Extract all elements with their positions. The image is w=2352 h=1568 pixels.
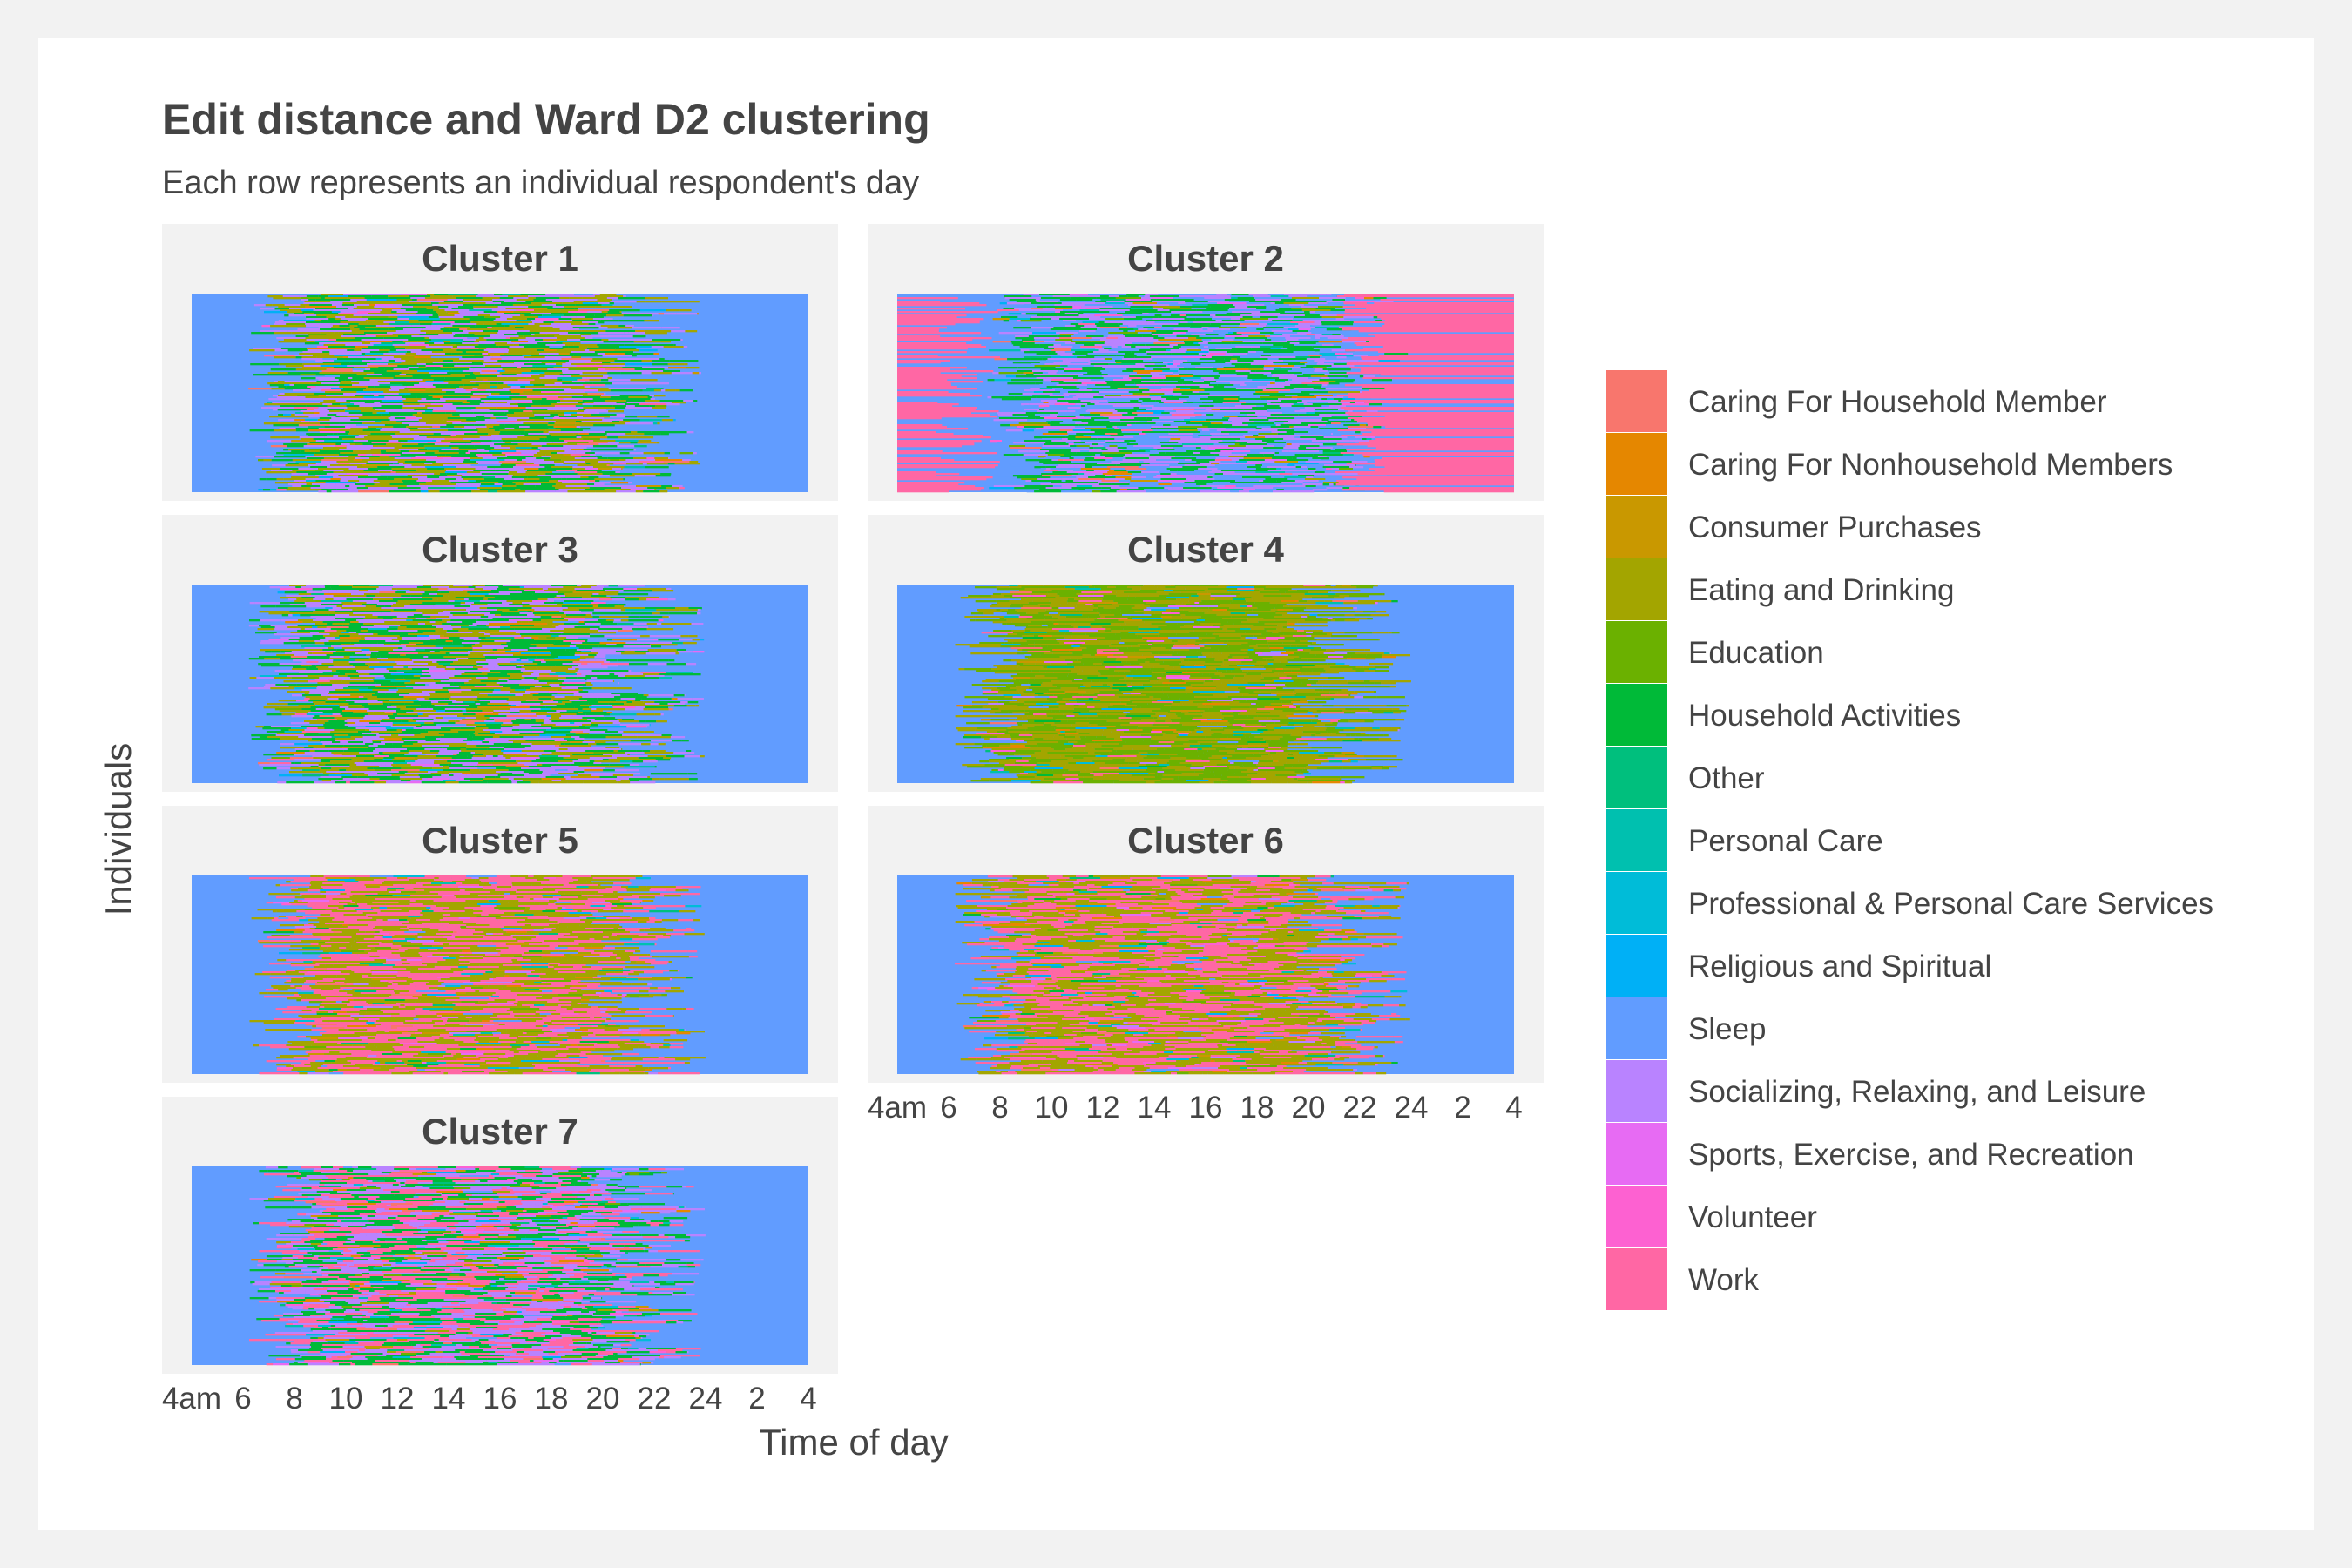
sequence-rows xyxy=(249,1166,706,1366)
legend-key xyxy=(1606,1060,1667,1122)
x-tick-label: 18 xyxy=(535,1382,569,1416)
legend-key xyxy=(1606,496,1667,558)
sequence-rows xyxy=(248,585,705,784)
legend-label: Household Activities xyxy=(1688,699,1961,733)
legend-key xyxy=(1606,1186,1667,1247)
legend-key xyxy=(1606,1123,1667,1185)
legend-key xyxy=(1606,997,1667,1059)
x-tick-label: 20 xyxy=(1292,1091,1326,1125)
x-tick-label: 8 xyxy=(286,1382,302,1416)
legend-label: Personal Care xyxy=(1688,824,1883,858)
x-tick-label: 4am xyxy=(868,1091,927,1125)
legend-key xyxy=(1606,370,1667,432)
cluster-panel: Cluster 3 xyxy=(162,515,838,792)
legend-key xyxy=(1606,558,1667,620)
x-tick-label: 22 xyxy=(638,1382,672,1416)
x-tick-label: 6 xyxy=(940,1091,956,1125)
y-axis-label: Individuals xyxy=(98,743,139,916)
x-tick-label: 8 xyxy=(991,1091,1008,1125)
panel-title: Cluster 3 xyxy=(422,529,578,570)
legend-label: Professional & Personal Care Services xyxy=(1688,887,2213,921)
legend-label: Other xyxy=(1688,761,1765,795)
legend-label: Socializing, Relaxing, and Leisure xyxy=(1688,1075,2146,1109)
x-tick-label: 10 xyxy=(329,1382,363,1416)
legend-label: Caring For Nonhousehold Members xyxy=(1688,448,2173,482)
legend-label: Religious and Spiritual xyxy=(1688,950,1991,983)
legend-key xyxy=(1606,872,1667,934)
x-tick-label: 10 xyxy=(1035,1091,1069,1125)
legend-key xyxy=(1606,935,1667,997)
legend-key xyxy=(1606,684,1667,746)
panel-title: Cluster 7 xyxy=(422,1111,578,1152)
x-tick-label: 24 xyxy=(1395,1091,1429,1125)
panel-title: Cluster 2 xyxy=(1127,238,1284,279)
x-tick-label: 4am xyxy=(162,1382,221,1416)
chart-title: Edit distance and Ward D2 clustering xyxy=(162,95,930,144)
x-tick-label: 2 xyxy=(1454,1091,1470,1125)
panel-title: Cluster 5 xyxy=(422,820,578,861)
cluster-panel: Cluster 4 xyxy=(868,515,1544,792)
panel-title: Cluster 6 xyxy=(1127,820,1284,861)
sequence-rows xyxy=(955,585,1411,784)
facet-panels: Cluster 1 Cluster 2 Cluster 3 Cluster 4 Clus… xyxy=(162,224,1544,1374)
chart-subtitle: Each row represents an individual respon… xyxy=(162,165,919,201)
legend-label: Sports, Exercise, and Recreation xyxy=(1688,1138,2134,1172)
x-tick-label: 12 xyxy=(381,1382,415,1416)
sequence-rows xyxy=(248,294,701,493)
legend-label: Eating and Drinking xyxy=(1688,573,1954,607)
legend-label: Volunteer xyxy=(1688,1200,1817,1234)
sequence-rows xyxy=(249,875,706,1075)
legend-label: Sleep xyxy=(1688,1012,1767,1046)
legend-key xyxy=(1606,1248,1667,1310)
x-tick-label: 20 xyxy=(586,1382,620,1416)
legend-key xyxy=(1606,433,1667,495)
cluster-panel: Cluster 2 xyxy=(868,224,1544,501)
sequence-rows xyxy=(897,294,1514,493)
x-tick-label: 6 xyxy=(234,1382,251,1416)
x-tick-label: 12 xyxy=(1086,1091,1120,1125)
panel-title: Cluster 4 xyxy=(1127,529,1284,570)
cluster-panel: Cluster 1 xyxy=(162,224,838,501)
panel-title: Cluster 1 xyxy=(422,238,578,279)
legend-key xyxy=(1606,809,1667,871)
x-tick-label: 16 xyxy=(483,1382,517,1416)
legend-label: Consumer Purchases xyxy=(1688,510,1982,544)
sequence-rows xyxy=(955,875,1410,1075)
x-tick-label: 14 xyxy=(1138,1091,1172,1125)
legend-key xyxy=(1606,621,1667,683)
x-axis-label: Time of day xyxy=(759,1422,949,1463)
x-tick-label: 4 xyxy=(800,1382,816,1416)
x-tick-label: 24 xyxy=(689,1382,723,1416)
cluster-panel: Cluster 5 xyxy=(162,806,838,1083)
x-tick-label: 18 xyxy=(1240,1091,1274,1125)
legend-label: Work xyxy=(1688,1263,1760,1297)
x-tick-label: 2 xyxy=(748,1382,765,1416)
x-tick-label: 16 xyxy=(1189,1091,1223,1125)
legend-label: Caring For Household Member xyxy=(1688,385,2107,419)
cluster-panel: Cluster 6 xyxy=(868,806,1544,1083)
x-tick-label: 4 xyxy=(1505,1091,1522,1125)
cluster-panel: Cluster 7 xyxy=(162,1097,838,1374)
legend: Caring For Household Member Caring For No… xyxy=(1606,370,2213,1310)
legend-key xyxy=(1606,747,1667,808)
x-tick-label: 14 xyxy=(432,1382,466,1416)
legend-label: Education xyxy=(1688,636,1824,670)
x-tick-label: 22 xyxy=(1343,1091,1377,1125)
